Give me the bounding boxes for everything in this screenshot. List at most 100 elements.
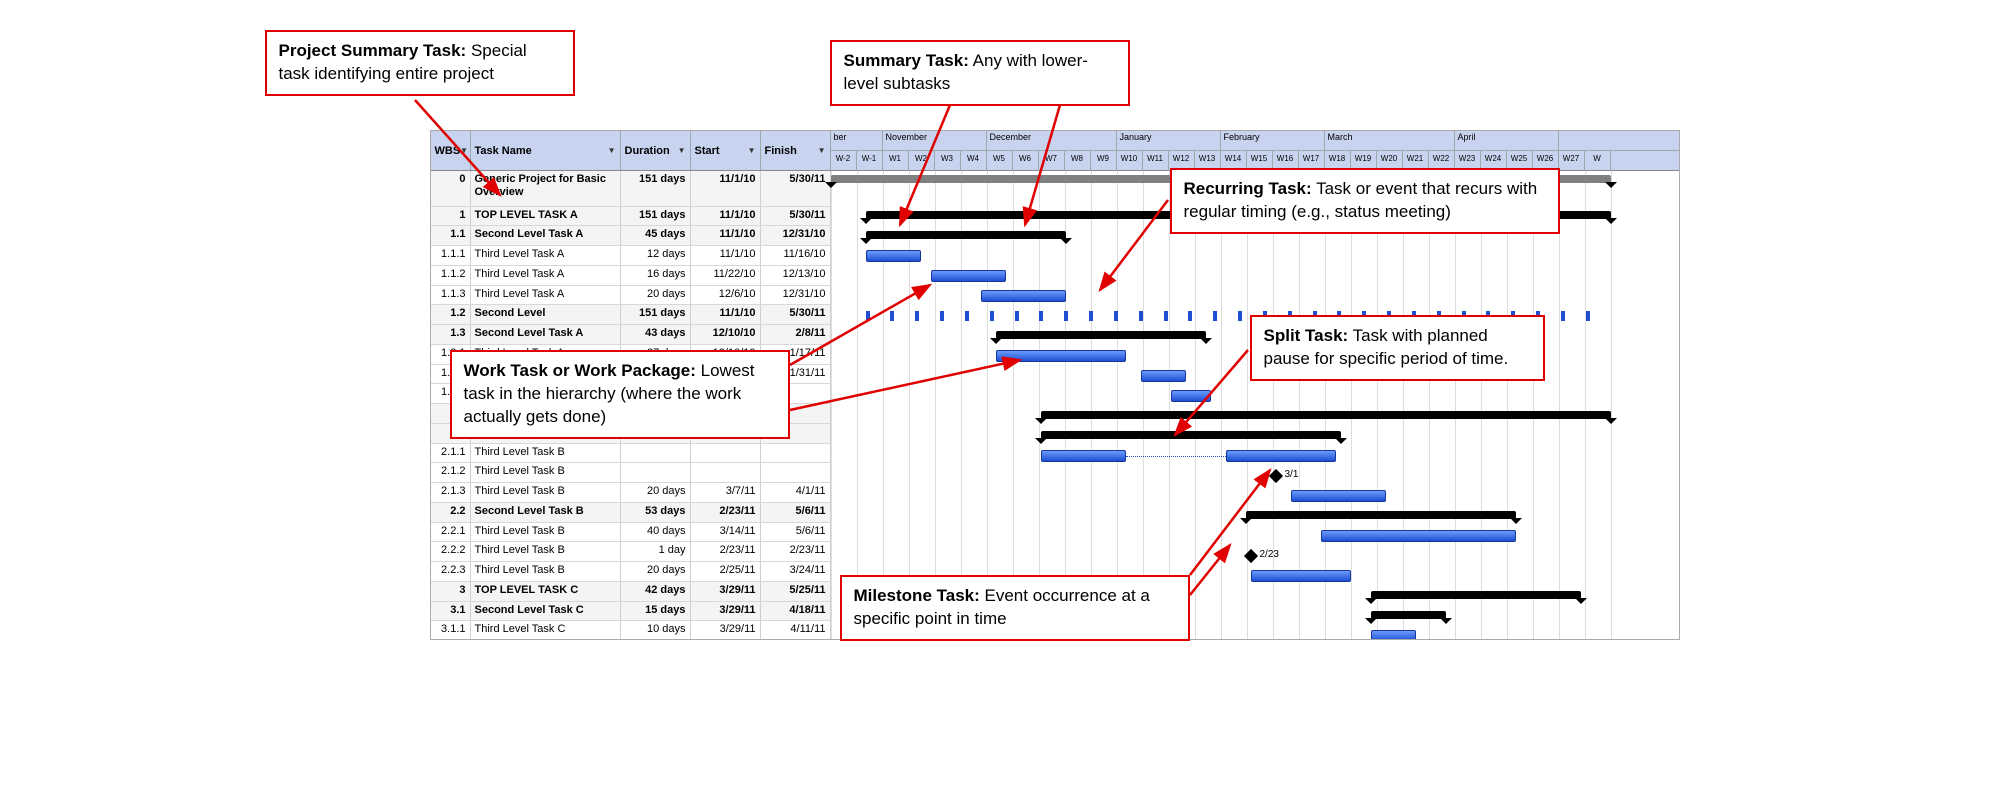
cell-start <box>691 463 761 482</box>
task-row[interactable]: 1.1.2Third Level Task A16 days11/22/1012… <box>431 266 831 286</box>
week-label: W <box>1585 151 1611 171</box>
task-row[interactable]: 1.1.1Third Level Task A12 days11/1/1011/… <box>431 246 831 266</box>
task-row[interactable]: 2.2Second Level Task B53 days2/23/115/6/… <box>431 503 831 523</box>
cell-name: Third Level Task A <box>471 246 621 265</box>
cell-start: 11/1/10 <box>691 226 761 245</box>
column-label: WBS <box>435 145 461 157</box>
recurring-tick <box>1188 311 1192 321</box>
task-row[interactable]: 2.1.2Third Level Task B <box>431 463 831 483</box>
task-row[interactable]: 1.1Second Level Task A45 days11/1/1012/3… <box>431 226 831 246</box>
cell-start: 11/1/10 <box>691 246 761 265</box>
sort-icon: ▼ <box>678 146 686 155</box>
task-row[interactable]: 3TOP LEVEL TASK C42 days3/29/115/25/11 <box>431 582 831 602</box>
cell-dur: 20 days <box>621 562 691 581</box>
task-row[interactable]: 1.1.3Third Level Task A20 days12/6/1012/… <box>431 286 831 306</box>
work-bar[interactable] <box>996 350 1126 362</box>
week-label: W8 <box>1065 151 1091 171</box>
cell-wbs: 2.2 <box>431 503 471 522</box>
column-header-dur[interactable]: Duration ▼ <box>621 131 691 170</box>
column-header-name[interactable]: Task Name ▼ <box>471 131 621 170</box>
task-row[interactable]: 1.3Second Level Task A43 days12/10/102/8… <box>431 325 831 345</box>
callout-milestone: Milestone Task: Event occurrence at a sp… <box>840 575 1190 641</box>
milestone-marker[interactable] <box>1268 469 1282 483</box>
cell-start: 11/1/10 <box>691 305 761 324</box>
cell-dur: 42 days <box>621 582 691 601</box>
task-row[interactable]: 2.2.2Third Level Task B1 day2/23/112/23/… <box>431 542 831 562</box>
month-label: February <box>1221 131 1325 150</box>
column-header-finish[interactable]: Finish▼ <box>761 131 831 170</box>
callout-split-task: Split Task: Task with planned pause for … <box>1250 315 1545 381</box>
summary-bar[interactable] <box>1041 431 1341 439</box>
task-row[interactable]: 2.1.3Third Level Task B20 days3/7/114/1/… <box>431 483 831 503</box>
task-row[interactable]: 1TOP LEVEL TASK A151 days11/1/105/30/11 <box>431 207 831 227</box>
work-bar[interactable] <box>1321 530 1516 542</box>
column-header-wbs[interactable]: WBS▼ <box>431 131 471 170</box>
work-bar[interactable] <box>1291 490 1386 502</box>
column-label: Duration <box>625 145 670 157</box>
work-bar[interactable] <box>1141 370 1186 382</box>
work-bar[interactable] <box>981 290 1066 302</box>
cell-name: Third Level Task A <box>471 266 621 285</box>
summary-bar[interactable] <box>1041 411 1611 419</box>
summary-bar[interactable] <box>996 331 1206 339</box>
cell-dur: 20 days <box>621 286 691 305</box>
cell-finish <box>761 444 831 463</box>
recurring-tick <box>1213 311 1217 321</box>
recurring-tick <box>1561 311 1565 321</box>
cell-dur: 53 days <box>621 503 691 522</box>
cell-dur: 151 days <box>621 171 691 206</box>
summary-bar[interactable] <box>1371 611 1446 619</box>
cell-finish: 4/18/11 <box>761 602 831 621</box>
cell-finish: 5/30/11 <box>761 207 831 226</box>
cell-name: Third Level Task C <box>471 621 621 640</box>
cell-wbs: 2.1.1 <box>431 444 471 463</box>
split-bar-part[interactable] <box>1041 450 1126 462</box>
work-bar[interactable] <box>1171 390 1211 402</box>
month-label: January <box>1117 131 1221 150</box>
cell-dur: 40 days <box>621 523 691 542</box>
task-row[interactable]: 3.1.1Third Level Task C10 days3/29/114/1… <box>431 621 831 640</box>
summary-bar[interactable] <box>1371 591 1581 599</box>
cell-name: Second Level <box>471 305 621 324</box>
recurring-tick <box>1114 311 1118 321</box>
month-label: ber <box>831 131 883 150</box>
cell-start: 2/23/11 <box>691 503 761 522</box>
work-bar[interactable] <box>931 270 1006 282</box>
cell-finish: 5/30/11 <box>761 305 831 324</box>
recurring-tick <box>965 311 969 321</box>
task-row[interactable]: 1.2Second Level151 days11/1/105/30/11 <box>431 305 831 325</box>
cell-name: Second Level Task A <box>471 325 621 344</box>
cell-finish: 2/23/11 <box>761 542 831 561</box>
week-label: W4 <box>961 151 987 171</box>
task-row[interactable]: 2.1.1Third Level Task B <box>431 444 831 464</box>
column-header-start[interactable]: Start▼ <box>691 131 761 170</box>
cell-wbs: 2.2.2 <box>431 542 471 561</box>
sort-icon: ▼ <box>608 146 616 155</box>
cell-start: 3/29/11 <box>691 582 761 601</box>
task-row[interactable]: 2.2.1Third Level Task B40 days3/14/115/6… <box>431 523 831 543</box>
column-label: Task Name <box>475 145 532 157</box>
recurring-tick <box>1089 311 1093 321</box>
week-label: W9 <box>1091 151 1117 171</box>
summary-bar[interactable] <box>1246 511 1516 519</box>
cell-dur: 15 days <box>621 602 691 621</box>
split-bar-part[interactable] <box>1226 450 1336 462</box>
cell-finish: 12/13/10 <box>761 266 831 285</box>
callout-summary-task: Summary Task: Any with lower-level subta… <box>830 40 1130 106</box>
task-row[interactable]: 3.1Second Level Task C15 days3/29/114/18… <box>431 602 831 622</box>
work-bar[interactable] <box>1371 630 1416 640</box>
cell-wbs: 2.1.2 <box>431 463 471 482</box>
week-label: W5 <box>987 151 1013 171</box>
work-bar[interactable] <box>1251 570 1351 582</box>
callout-project-summary: Project Summary Task: Special task ident… <box>265 30 575 96</box>
week-label: W6 <box>1013 151 1039 171</box>
cell-name: Third Level Task B <box>471 562 621 581</box>
sort-icon: ▼ <box>460 146 468 155</box>
work-bar[interactable] <box>866 250 921 262</box>
month-label: April <box>1455 131 1559 150</box>
cell-wbs: 1.1.2 <box>431 266 471 285</box>
summary-bar[interactable] <box>866 231 1066 239</box>
cell-finish: 5/6/11 <box>761 523 831 542</box>
task-row[interactable]: 0Generic Project for Basic Overview151 d… <box>431 171 831 207</box>
task-row[interactable]: 2.2.3Third Level Task B20 days2/25/113/2… <box>431 562 831 582</box>
